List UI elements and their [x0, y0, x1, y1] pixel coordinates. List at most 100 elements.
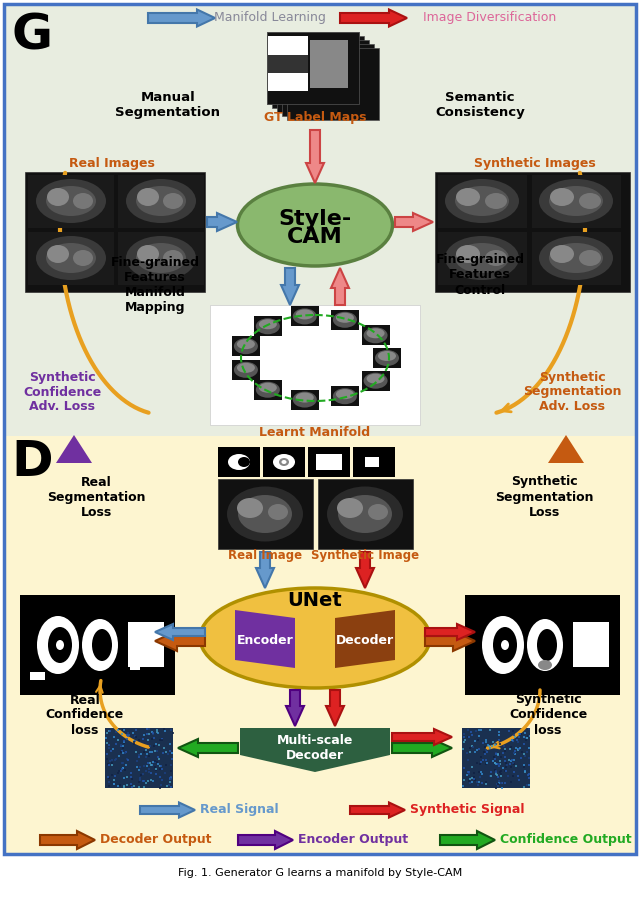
Bar — [143, 733, 145, 736]
Bar — [157, 732, 159, 734]
Ellipse shape — [237, 339, 255, 349]
Polygon shape — [340, 10, 407, 26]
Bar — [139, 777, 141, 778]
Text: Real Signal: Real Signal — [200, 804, 278, 816]
Bar — [161, 738, 163, 741]
Bar — [521, 751, 523, 753]
Bar — [156, 729, 158, 731]
Ellipse shape — [36, 236, 106, 280]
Bar — [28, 232, 114, 285]
Bar — [516, 741, 518, 743]
Bar — [135, 751, 137, 753]
Bar — [113, 759, 115, 760]
Bar — [523, 742, 525, 745]
Bar — [495, 763, 497, 765]
Bar — [482, 759, 484, 761]
Ellipse shape — [237, 498, 263, 518]
Bar — [130, 660, 140, 670]
Bar — [147, 779, 149, 782]
Text: Encoder Output: Encoder Output — [298, 833, 408, 846]
Ellipse shape — [550, 245, 574, 263]
Bar — [481, 782, 483, 784]
Bar — [254, 380, 282, 400]
Bar — [122, 729, 124, 731]
Bar — [527, 774, 529, 776]
Bar — [485, 739, 487, 741]
Bar — [573, 622, 609, 667]
Ellipse shape — [268, 504, 288, 520]
Bar — [130, 784, 132, 786]
Bar — [127, 759, 129, 760]
Polygon shape — [356, 552, 374, 588]
Bar — [138, 756, 140, 758]
Bar — [155, 743, 157, 745]
Bar — [170, 729, 172, 731]
Polygon shape — [548, 435, 584, 463]
Bar — [522, 787, 525, 788]
Bar — [125, 764, 127, 766]
Bar — [118, 232, 204, 285]
Bar — [476, 750, 478, 751]
Text: Fig. 1. Generator G learns a manifold by Style-CAM: Fig. 1. Generator G learns a manifold by… — [178, 868, 462, 878]
Bar — [126, 738, 128, 740]
Bar — [122, 745, 124, 748]
Bar — [159, 739, 161, 741]
Bar — [142, 738, 144, 740]
Bar — [512, 730, 514, 732]
Bar — [118, 755, 120, 758]
Ellipse shape — [482, 616, 524, 674]
Bar — [163, 752, 164, 754]
Bar — [126, 784, 129, 786]
Ellipse shape — [237, 184, 392, 266]
Polygon shape — [240, 728, 390, 772]
Bar — [483, 751, 484, 753]
Bar — [147, 740, 149, 741]
Ellipse shape — [137, 245, 159, 263]
Polygon shape — [335, 610, 395, 668]
Bar — [482, 741, 484, 744]
Bar — [130, 776, 132, 778]
Bar — [150, 772, 152, 775]
Ellipse shape — [336, 389, 354, 400]
Bar — [489, 747, 492, 750]
Bar — [505, 767, 507, 769]
Text: G: G — [12, 11, 52, 59]
Bar — [525, 737, 527, 739]
Polygon shape — [326, 690, 344, 726]
Ellipse shape — [485, 193, 507, 209]
Bar — [160, 765, 162, 767]
Bar — [438, 175, 527, 228]
Bar — [462, 785, 464, 787]
Bar — [143, 765, 145, 768]
Bar — [154, 750, 156, 751]
Bar — [170, 778, 172, 779]
Bar — [127, 732, 129, 733]
Bar — [232, 336, 260, 356]
Ellipse shape — [73, 250, 93, 266]
Bar — [113, 736, 115, 739]
Bar — [109, 760, 111, 762]
Bar — [511, 759, 513, 761]
Bar — [170, 778, 172, 779]
Bar — [463, 736, 465, 738]
Bar — [471, 778, 474, 779]
Bar — [156, 761, 158, 763]
Polygon shape — [440, 831, 495, 849]
Bar — [477, 730, 479, 732]
Bar — [516, 748, 519, 750]
Bar — [169, 778, 172, 780]
Bar — [135, 736, 137, 738]
Ellipse shape — [579, 250, 601, 266]
Ellipse shape — [333, 388, 357, 404]
Bar — [25, 172, 205, 292]
Bar — [159, 787, 161, 789]
Bar — [106, 732, 108, 734]
Polygon shape — [331, 268, 349, 305]
Bar — [149, 750, 151, 753]
Ellipse shape — [163, 193, 183, 209]
Bar — [150, 779, 152, 781]
Bar — [498, 731, 500, 733]
Bar — [138, 769, 140, 771]
Bar — [117, 772, 119, 774]
Ellipse shape — [237, 363, 255, 373]
